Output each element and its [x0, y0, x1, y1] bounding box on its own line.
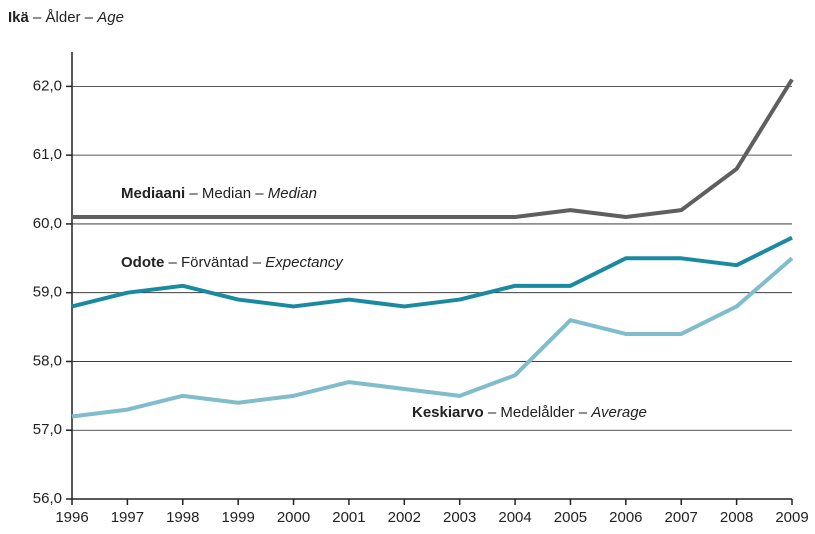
x-tick-label: 2003 — [443, 509, 476, 526]
x-tick-label: 1996 — [55, 509, 88, 526]
title-part: Age — [96, 9, 124, 26]
series-label-part: Average — [590, 404, 647, 421]
x-tick-label: 1997 — [111, 509, 144, 526]
series-label: Odote – Förväntad – Expectancy — [121, 254, 344, 271]
x-tick-label: 2009 — [775, 509, 808, 526]
x-tick-label: 2004 — [498, 509, 531, 526]
y-tick-label: 62,0 — [33, 77, 62, 94]
x-tick-label: 2005 — [554, 509, 587, 526]
series-label-part: Expectancy — [265, 254, 344, 271]
series-label: Keskiarvo – Medelålder – Average — [412, 404, 647, 421]
series-label-part: Median — [268, 185, 317, 202]
y-tick-label: 57,0 — [33, 421, 62, 438]
x-tick-label: 2008 — [720, 509, 753, 526]
series-label-part: – Medelålder – — [484, 404, 592, 421]
x-tick-label: 2006 — [609, 509, 642, 526]
title-part: Ikä — [8, 9, 30, 26]
x-tick-label: 2001 — [332, 509, 365, 526]
x-tick-label: 2007 — [665, 509, 698, 526]
x-tick-label: 2000 — [277, 509, 310, 526]
series-label-part: Keskiarvo — [412, 404, 484, 421]
series-label-part: Odote — [121, 254, 164, 271]
chart-title: Ikä – Ålder – Age — [8, 9, 124, 26]
y-tick-label: 60,0 — [33, 215, 62, 232]
x-tick-label: 2002 — [388, 509, 421, 526]
series-label-part: – Förväntad – — [164, 254, 265, 271]
series-line — [71, 235, 793, 309]
series-line — [72, 78, 794, 220]
series-label-part: Mediaani — [121, 185, 185, 202]
series-label-part: – Median – — [185, 185, 268, 202]
series-label: Mediaani – Median – Median — [121, 185, 317, 202]
x-tick-label: 1999 — [221, 509, 254, 526]
title-part: – Ålder – — [29, 9, 97, 26]
y-tick-label: 59,0 — [33, 284, 62, 301]
series-line — [71, 256, 794, 419]
y-tick-label: 61,0 — [33, 146, 62, 163]
y-tick-label: 56,0 — [33, 490, 62, 507]
y-tick-label: 58,0 — [33, 352, 62, 369]
x-tick-label: 1998 — [166, 509, 199, 526]
